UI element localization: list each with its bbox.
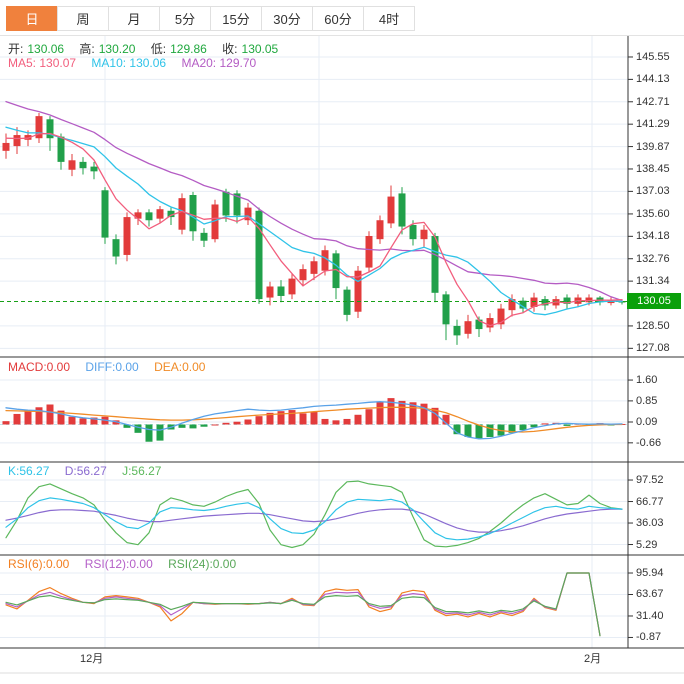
macd-legend-row: MACD:0.00 DIFF:0.00 DEA:0.00 bbox=[8, 360, 209, 374]
y-axis-tick-label: 0.09 bbox=[636, 416, 658, 428]
y-axis-tick-label: -0.66 bbox=[636, 436, 662, 449]
low-value: 129.86 bbox=[170, 42, 207, 56]
tab-60min[interactable]: 60分 bbox=[312, 6, 364, 31]
tab-4hour[interactable]: 4时 bbox=[363, 6, 415, 31]
rsi6-value: RSI(6):0.00 bbox=[8, 557, 70, 571]
high-label: 高: bbox=[79, 42, 95, 56]
rsi12-value: RSI(12):0.00 bbox=[84, 557, 153, 571]
y-axis-tick-label: 66.77 bbox=[636, 495, 664, 508]
y-axis-tick-label: 5.29 bbox=[636, 538, 658, 551]
y-axis-tick-label: 31.40 bbox=[636, 609, 664, 622]
y-axis-tick-label: 36.03 bbox=[636, 517, 664, 530]
tab-monthly[interactable]: 月 bbox=[108, 6, 160, 31]
k-value: K:56.27 bbox=[8, 464, 50, 478]
tab-30min[interactable]: 30分 bbox=[261, 6, 313, 31]
dea-value: DEA:0.00 bbox=[154, 360, 206, 374]
macd-value: MACD:0.00 bbox=[8, 360, 71, 374]
y-axis-tick-label: -0.87 bbox=[636, 631, 662, 644]
open-value: 130.06 bbox=[27, 42, 65, 56]
rsi-legend-row: RSI(6):0.00 RSI(12):0.00 RSI(24):0.00 bbox=[8, 557, 240, 571]
close-value: 130.05 bbox=[241, 42, 279, 56]
y-axis-tick-label: 128.50 bbox=[636, 319, 670, 332]
y-axis-tick-label: 132.76 bbox=[636, 252, 670, 265]
ma5-legend: MA5: 130.07 bbox=[8, 56, 77, 70]
ma-legend-row: MA5: 130.07 MA10: 130.06 MA20: 129.70 bbox=[8, 56, 260, 70]
y-axis-tick-label: 1.60 bbox=[636, 374, 658, 387]
ohlc-info-row: 开: 130.06 高: 130.20 低: 129.86 收: 130.05 bbox=[8, 40, 282, 57]
tab-5min[interactable]: 5分 bbox=[159, 6, 211, 31]
y-axis-tick-label: 145.55 bbox=[636, 50, 670, 63]
d-value: D:56.27 bbox=[64, 464, 107, 478]
last-price-tag: 130.05 bbox=[627, 293, 681, 310]
y-axis-tick-label: 97.52 bbox=[636, 474, 664, 487]
y-axis-tick-label: 139.87 bbox=[636, 140, 670, 153]
y-axis-tick-label: 127.08 bbox=[636, 342, 670, 355]
y-axis-tick-label: 0.85 bbox=[636, 394, 658, 407]
y-axis-tick-label: 63.67 bbox=[636, 588, 664, 601]
timeframe-tabbar: 日周月 5分 15分 30分 60分 4时 bbox=[0, 0, 684, 36]
rsi24-value: RSI(24):0.00 bbox=[168, 557, 237, 571]
tab-15min[interactable]: 15分 bbox=[210, 6, 262, 31]
x-axis-tick-label: 2月 bbox=[584, 653, 602, 665]
high-value: 130.20 bbox=[98, 42, 136, 56]
y-axis-tick-label: 134.18 bbox=[636, 230, 670, 243]
ma10-legend: MA10: 130.06 bbox=[91, 56, 167, 70]
y-axis-tick-label: 138.45 bbox=[636, 162, 670, 175]
y-axis-tick-label: 135.60 bbox=[636, 207, 670, 220]
x-axis-tick-label: 12月 bbox=[80, 653, 104, 665]
close-label: 收: bbox=[222, 42, 238, 56]
diff-value: DIFF:0.00 bbox=[85, 360, 139, 374]
y-axis-tick-label: 142.71 bbox=[636, 95, 670, 108]
j-value: J:56.27 bbox=[122, 464, 162, 478]
tab-daily[interactable]: 日 bbox=[6, 6, 58, 31]
low-label: 低: bbox=[150, 42, 167, 56]
y-axis-tick-label: 95.94 bbox=[636, 567, 664, 579]
ma20-legend: MA20: 129.70 bbox=[181, 56, 257, 70]
y-axis-tick-label: 141.29 bbox=[636, 118, 670, 131]
y-axis-tick-label: 144.13 bbox=[636, 73, 670, 86]
kdj-legend-row: K:56.27 D:56.27 J:56.27 bbox=[8, 464, 165, 478]
y-axis-tick-label: 131.34 bbox=[636, 275, 670, 288]
open-label: 开: bbox=[8, 42, 24, 56]
y-axis-tick-label: 137.03 bbox=[636, 185, 670, 198]
